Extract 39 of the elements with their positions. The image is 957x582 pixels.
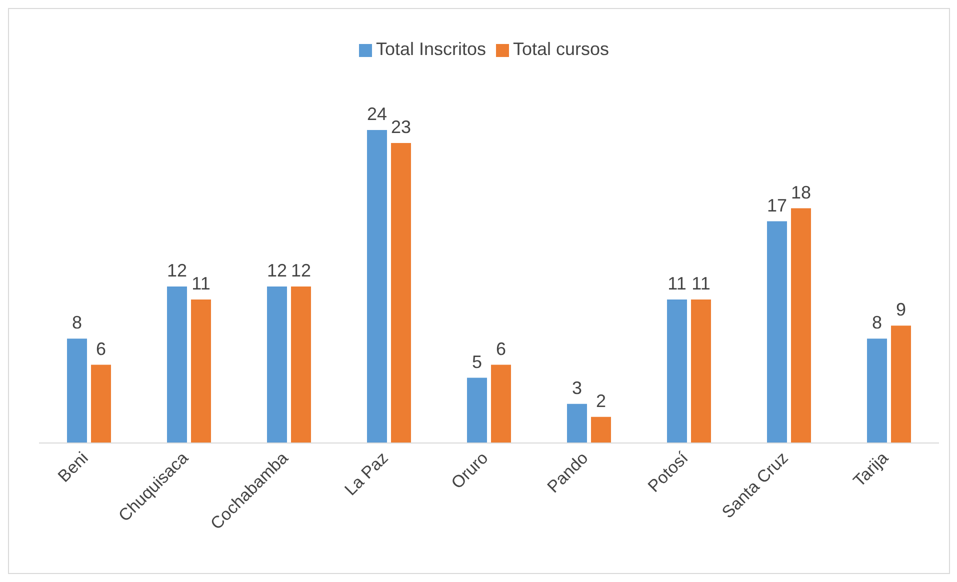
data-label: 6 xyxy=(496,338,506,359)
bar xyxy=(391,143,411,443)
data-label: 2 xyxy=(596,390,606,411)
data-label: 11 xyxy=(192,274,210,294)
bar xyxy=(567,404,587,443)
data-label: 9 xyxy=(896,300,906,320)
data-label: 17 xyxy=(766,195,788,216)
bar xyxy=(191,300,211,443)
x-tick-label: La Paz xyxy=(340,448,392,500)
data-label: 12 xyxy=(266,260,288,280)
bar xyxy=(591,416,611,443)
bar xyxy=(291,286,311,443)
bar xyxy=(67,338,87,443)
data-label: 8 xyxy=(72,312,82,333)
data-label: 23 xyxy=(390,117,412,138)
data-label: 12 xyxy=(290,260,312,280)
data-label: 18 xyxy=(790,182,812,202)
data-label: 11 xyxy=(668,274,686,294)
data-label: 5 xyxy=(472,352,482,372)
bar xyxy=(167,286,187,443)
data-label: 12 xyxy=(166,260,188,280)
bar xyxy=(891,326,911,443)
data-label: 11 xyxy=(692,274,710,294)
bar xyxy=(91,364,111,443)
data-label: 6 xyxy=(96,338,106,359)
data-label: 24 xyxy=(366,104,388,124)
bar xyxy=(791,208,811,443)
bar xyxy=(367,130,387,443)
bar xyxy=(467,378,487,443)
data-label: 3 xyxy=(572,378,582,398)
bar xyxy=(767,221,787,443)
bar xyxy=(491,364,511,443)
bar xyxy=(691,300,711,443)
legend-label: Total cursos xyxy=(513,39,610,59)
bar xyxy=(267,286,287,443)
data-label: 8 xyxy=(872,312,882,333)
legend-label: Total Inscritos xyxy=(376,39,486,59)
bar xyxy=(667,300,687,443)
bar xyxy=(867,338,887,443)
